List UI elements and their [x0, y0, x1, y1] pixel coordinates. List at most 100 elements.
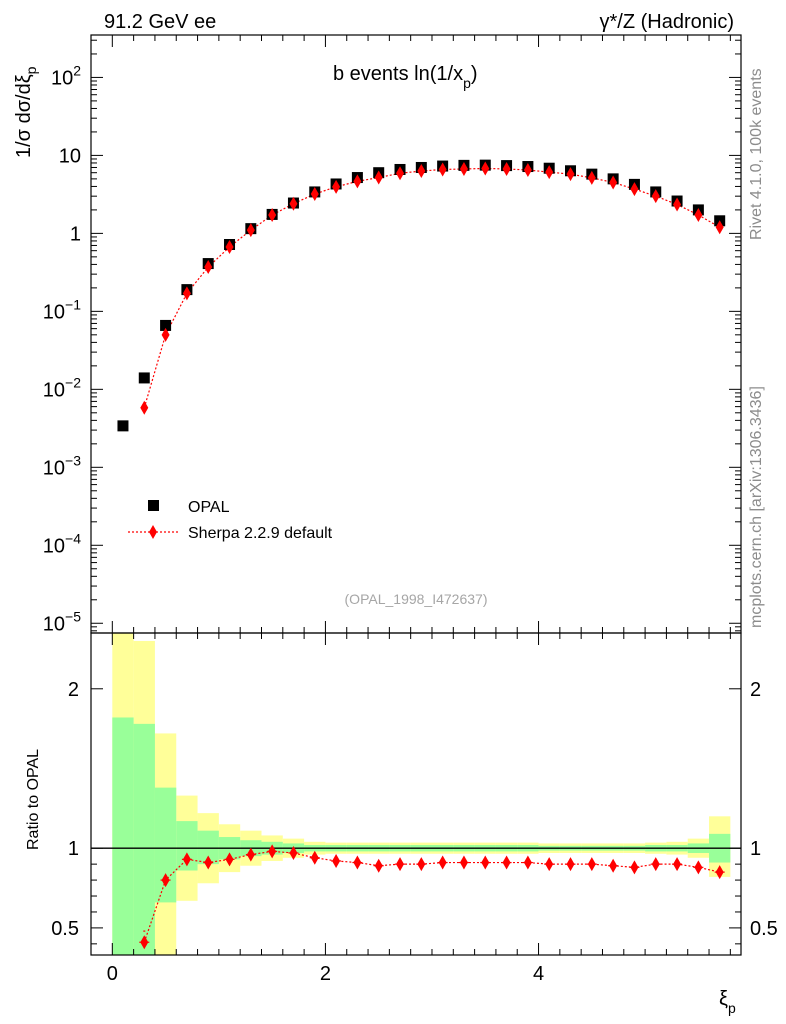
y-tick-label-exponent: −1 — [65, 296, 81, 312]
sherpa-data-point — [587, 170, 596, 185]
sherpa-data-point — [246, 223, 255, 238]
y-tick-label: 10−5 — [43, 608, 81, 635]
y-tick-label: 10−1 — [43, 296, 81, 323]
chart-title-main: b events ln(1/x — [333, 63, 463, 85]
y-tick-label-base: 10 — [43, 535, 65, 557]
sherpa-data-point — [715, 220, 724, 235]
chart-title: b events ln(1/xp) — [333, 63, 478, 91]
ratio-data-point — [182, 852, 191, 867]
ratio-data-point — [161, 873, 170, 888]
sherpa-data-point — [161, 327, 170, 342]
y-axis-title: 1/σ dσ/dξp — [13, 66, 39, 158]
sherpa-data-point — [140, 400, 149, 415]
ratio-data-point — [715, 865, 724, 880]
ratio-uncertainty-bands — [112, 633, 731, 955]
ratio-y-tick-label: 2 — [68, 679, 79, 701]
sherpa-data-point — [310, 186, 319, 201]
sherpa-data-point — [374, 170, 383, 185]
ratio-band-stat — [197, 830, 219, 865]
ratio-panel-series — [139, 844, 725, 950]
y-axis-title-main: 1/σ dσ/dξ — [13, 74, 35, 158]
ratio-axis-title: Ratio to OPAL — [25, 749, 42, 850]
chart-title-sub: p — [463, 75, 471, 91]
ratio-data-point — [225, 852, 234, 867]
ratio-data-point — [523, 855, 532, 870]
y-tick-label: 10−2 — [43, 374, 81, 401]
ratio-y-tick-label-right: 1 — [750, 838, 761, 860]
opal-data-point — [138, 372, 150, 384]
sherpa-data-point — [481, 161, 490, 176]
sherpa-data-point — [502, 161, 511, 176]
sherpa-data-point — [204, 260, 213, 275]
y-tick-label-base: 10 — [43, 613, 65, 635]
chart-title-close: ) — [471, 63, 478, 85]
sherpa-data-point — [523, 162, 532, 177]
svg-text:ξp: ξp — [719, 988, 736, 1016]
ratio-data-point — [566, 857, 575, 872]
legend: OPAL Sherpa 2.2.9 default — [128, 499, 333, 542]
ratio-y-tick-label: 0.5 — [51, 918, 79, 940]
ratio-data-point — [694, 860, 703, 875]
ratio-data-point — [396, 857, 405, 872]
sherpa-data-point — [396, 166, 405, 181]
ratio-data-point — [587, 857, 596, 872]
ratio-band-stat — [112, 717, 134, 955]
y-tick-label-exponent: 2 — [73, 62, 81, 78]
sherpa-data-point — [438, 162, 447, 177]
ratio-y-tick-label: 1 — [68, 838, 79, 860]
sherpa-data-point — [673, 197, 682, 212]
sherpa-data-point — [289, 196, 298, 211]
ratio-data-point — [459, 855, 468, 870]
legend-label-opal: OPAL — [188, 499, 230, 516]
legend-marker-opal — [148, 500, 159, 511]
main-panel-series — [117, 159, 726, 432]
opal-data-point — [117, 420, 129, 432]
y-tick-label-exponent: −4 — [65, 530, 81, 546]
ratio-data-point — [417, 857, 426, 872]
sherpa-data-point — [609, 175, 618, 190]
ratio-data-point — [651, 857, 660, 872]
y-tick-label-base: 10 — [43, 379, 65, 401]
ratio-data-point — [246, 847, 255, 862]
sherpa-data-point — [459, 161, 468, 176]
sherpa-data-point — [417, 164, 426, 179]
x-tick-label: 0 — [107, 963, 118, 985]
y-tick-label-base: 10 — [51, 67, 73, 89]
y-tick-label: 10 — [59, 145, 81, 167]
ratio-band-stat — [154, 787, 177, 903]
sherpa-data-point — [268, 208, 277, 223]
x-axis-title-sub: p — [728, 1000, 736, 1016]
ratio-band-stat — [133, 723, 155, 955]
y-tick-label-base: 10 — [59, 145, 81, 167]
sherpa-data-point — [566, 167, 575, 182]
sherpa-data-point — [182, 286, 191, 301]
y-tick-label: 1 — [70, 223, 81, 245]
y-tick-label: 10−4 — [43, 530, 81, 557]
x-tick-label: 2 — [320, 963, 331, 985]
ratio-data-point — [438, 855, 447, 870]
ratio-y-tick-label-right: 2 — [750, 679, 761, 701]
y-tick-label-exponent: −3 — [65, 452, 81, 468]
y-tick-label: 10−3 — [43, 452, 81, 479]
y-tick-label: 102 — [51, 62, 81, 89]
analysis-tag: (OPAL_1998_I472637) — [345, 591, 488, 607]
ratio-data-point — [268, 844, 277, 859]
ratio-y-tick-label-right: 0.5 — [750, 918, 778, 940]
y-tick-label-exponent: −2 — [65, 374, 81, 390]
ratio-data-point — [353, 855, 362, 870]
ratio-data-point — [140, 935, 149, 950]
ratio-data-point — [502, 855, 511, 870]
svg-text:1/σ dσ/dξp: 1/σ dσ/dξp — [13, 66, 39, 158]
sherpa-data-point — [225, 239, 234, 254]
ratio-data-point — [630, 860, 639, 875]
sherpa-data-point — [545, 165, 554, 180]
mcplots-label: mcplots.cern.ch [arXiv:1306.3436] — [748, 386, 765, 628]
ratio-data-point — [204, 855, 213, 870]
opal-data-point — [160, 319, 172, 331]
ratio-data-point — [673, 857, 682, 872]
ratio-band-stat — [176, 821, 198, 871]
x-axis-title: ξp — [719, 988, 736, 1016]
sherpa-data-point — [353, 174, 362, 189]
ratio-curve — [143, 850, 720, 943]
